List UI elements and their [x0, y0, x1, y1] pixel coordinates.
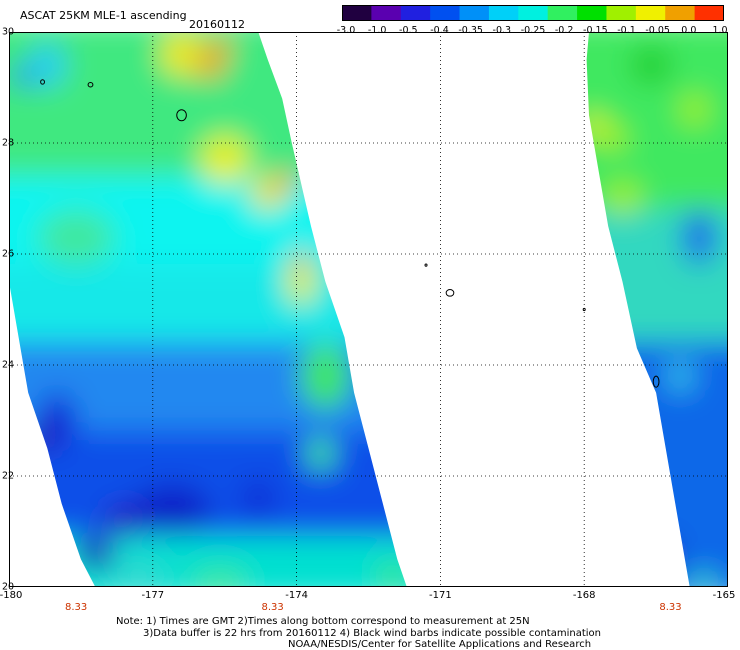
swath-time-label: 8.33	[64, 602, 88, 613]
wind-patch	[277, 170, 297, 193]
wind-patch	[665, 359, 695, 393]
figure-title: ASCAT 25KM MLE-1 ascending	[20, 9, 187, 22]
colorbar-swatch	[577, 5, 608, 21]
wind-band	[586, 341, 728, 587]
colorbar-label: -0.05	[645, 25, 670, 36]
wind-patch	[251, 176, 285, 210]
colorbar-label: 1.0	[712, 25, 728, 36]
island-outline	[87, 82, 94, 88]
colorbar-swatch	[371, 5, 402, 21]
figure-date: 20160112	[189, 18, 245, 31]
wind-patch	[680, 93, 709, 127]
wind-patch	[603, 181, 642, 216]
colorbar-swatch	[694, 5, 724, 21]
colorbar-label: -0.1	[617, 25, 636, 36]
latitude-label: 20	[2, 581, 15, 593]
island-outline	[424, 263, 428, 267]
swath-east	[586, 32, 728, 587]
wind-patch	[200, 134, 249, 185]
wind-patch	[207, 37, 232, 60]
latitude-label: 26	[2, 248, 15, 260]
latitude-label: 22	[2, 470, 15, 482]
colorbar-label: -0.5	[399, 25, 418, 36]
colorbar-label: -0.2	[554, 25, 574, 36]
island-outline	[652, 375, 660, 388]
wind-patch	[682, 209, 717, 266]
colorbar-label: -1.0	[367, 25, 387, 36]
colorbar-swatch	[488, 5, 519, 21]
longitude-label: -174	[285, 590, 308, 601]
wind-patch	[294, 248, 309, 271]
swath-time-label: 8.33	[659, 602, 682, 613]
map-frame	[9, 32, 728, 587]
colorbar-label: -0.25	[520, 25, 546, 36]
wind-patch	[301, 342, 350, 410]
wind-patch	[133, 484, 211, 535]
colorbar-swatch	[635, 5, 666, 21]
island-outline	[582, 307, 586, 312]
swath-time-label: 8.33	[261, 602, 284, 613]
wind-patch	[159, 32, 204, 77]
colorbar-label: -0.3	[492, 25, 512, 36]
wind-patch	[239, 478, 278, 518]
wind-patch	[37, 209, 115, 266]
colorbar-label: -0.4	[430, 25, 449, 36]
colorbar-swatch	[547, 5, 578, 21]
latitude-label: 28	[2, 137, 15, 149]
longitude-label: -165	[712, 590, 736, 601]
wind-patch	[684, 573, 724, 587]
colorbar-label: 0.0	[681, 25, 697, 36]
longitude-label: -180	[0, 590, 23, 601]
note-line-3: NOAA/NESDIS/Center for Satellite Applica…	[288, 639, 592, 650]
wind-patch	[191, 570, 249, 587]
wind-patch	[598, 123, 628, 152]
wind-patch	[287, 259, 316, 304]
island-outlines	[40, 79, 660, 388]
wind-patch	[32, 423, 53, 452]
swath-west	[9, 32, 407, 587]
map-plot-area	[9, 32, 728, 587]
island-outline	[176, 109, 187, 122]
wind-patch	[28, 43, 67, 88]
latitude-label: 30	[2, 26, 15, 38]
wind-patch	[11, 65, 36, 88]
colorbar-swatch	[518, 5, 549, 21]
map-grid	[9, 32, 728, 587]
colorbar-label: -0.15	[583, 25, 608, 36]
island-outline	[445, 289, 455, 297]
latitude-label: 24	[2, 359, 15, 371]
colorbar-label: -3.0	[336, 25, 356, 36]
colorbar-swatch	[342, 5, 372, 21]
wind-patch	[104, 503, 144, 538]
longitude-label: -177	[141, 590, 165, 601]
longitude-label: -168	[572, 590, 596, 601]
wind-patch	[37, 392, 77, 449]
wind-patch	[656, 537, 676, 571]
colorbar-swatch	[459, 5, 490, 21]
colorbar-swatch	[606, 5, 637, 21]
longitude-label: -171	[429, 590, 452, 601]
colorbar	[342, 5, 724, 21]
wind-patch	[629, 45, 673, 85]
note-line-1: Note: 1) Times are GMT 2)Times along bot…	[116, 616, 530, 627]
colorbar-swatch	[665, 5, 696, 21]
wind-patch	[378, 564, 407, 587]
wind-patch	[306, 437, 335, 471]
colorbar-swatch	[400, 5, 431, 21]
colorbar-swatch	[430, 5, 461, 21]
island-outline	[40, 79, 45, 85]
colorbar-label: -0.35	[458, 25, 483, 36]
note-line-2: 3)Data buffer is 22 hrs from 20160112 4)…	[143, 628, 601, 639]
wind-patch	[76, 537, 115, 571]
